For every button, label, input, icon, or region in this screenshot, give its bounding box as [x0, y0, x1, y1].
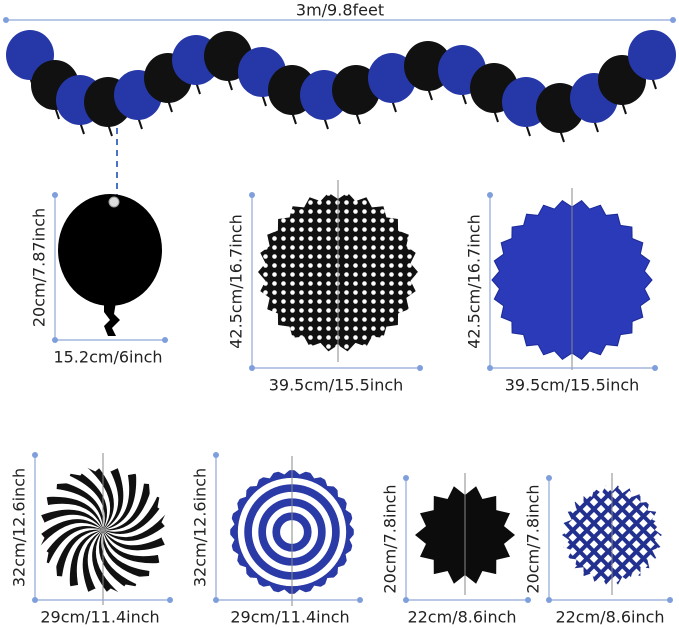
width-label: 15.2cm/6inch: [53, 348, 162, 367]
dimension: 42.5cm/16.7inch 39.5cm/15.5inch: [227, 192, 423, 395]
stripe: [82, 530, 103, 595]
height-label: 20cm/7.8inch: [381, 484, 400, 593]
dim-dot: [417, 365, 423, 371]
stripe: [69, 530, 103, 595]
paper-fan: [228, 456, 356, 606]
dim-dot: [487, 192, 493, 198]
dim-dot: [546, 475, 552, 481]
dimension: 20cm/7.8inch 22cm/8.6inch: [381, 475, 531, 627]
dim-dot: [249, 192, 255, 198]
stripe: [38, 509, 103, 530]
stripe: [38, 496, 103, 530]
height-label: 20cm/7.8inch: [524, 484, 543, 593]
dim-dot: [546, 597, 552, 603]
paper-fan: [562, 473, 662, 595]
balloon: [58, 194, 162, 306]
height-label: 42.5cm/16.7inch: [227, 214, 246, 349]
stripe: [103, 530, 168, 551]
dim-dot: [652, 365, 658, 371]
stripe: [38, 519, 103, 553]
paper-fan: [258, 180, 418, 362]
dim-dot: [213, 597, 219, 603]
height-label: 32cm/12.6inch: [10, 468, 29, 587]
stripe: [103, 465, 124, 530]
dimension: 20cm/7.87inch 15.2cm/6inch: [30, 192, 168, 367]
width-label: 22cm/8.6inch: [407, 608, 516, 627]
stripe: [103, 530, 168, 564]
stripe: [92, 530, 126, 595]
height-label: 20cm/7.87inch: [30, 208, 49, 327]
dim-dot: [167, 597, 173, 603]
dim-dot: [162, 337, 168, 343]
dimension: 32cm/12.6inch 29cm/11.4inch: [191, 452, 363, 627]
stripe: [80, 465, 114, 530]
items: 20cm/7.87inch 15.2cm/6inch 42.5cm/16.7inch…: [10, 180, 673, 627]
stripe: [103, 507, 168, 541]
garland: [6, 30, 676, 143]
dim-dot: [525, 597, 531, 603]
width-label: 29cm/11.4inch: [230, 608, 349, 627]
hanger: [108, 196, 120, 208]
paper-fan: [38, 453, 168, 605]
dimension: 42.5cm/16.7inch 39.5cm/15.5inch: [465, 192, 658, 395]
height-label: 42.5cm/16.7inch: [465, 214, 484, 349]
dim-dot: [52, 192, 58, 198]
balloon-tail: [104, 302, 120, 336]
dim-dot: [667, 597, 673, 603]
width-label: 22cm/8.6inch: [555, 608, 664, 627]
dim-dot: [32, 452, 38, 458]
dim-dot: [213, 452, 219, 458]
height-label: 32cm/12.6inch: [191, 468, 210, 587]
dim-dot: [357, 597, 363, 603]
paper-fan: [415, 473, 515, 595]
garland-length: 3m/9.8feet: [296, 1, 384, 20]
garland-dimension: 3m/9.8feet: [3, 1, 676, 23]
dimension: 32cm/12.6inch 29cm/11.4inch: [10, 452, 173, 627]
stripe: [103, 465, 137, 530]
dimension: 20cm/7.8inch 22cm/8.6inch: [524, 475, 673, 627]
dim-dot: [487, 365, 493, 371]
balloon: [332, 65, 380, 115]
balloon: [368, 53, 416, 103]
dim-dot: [32, 597, 38, 603]
balloon: [628, 30, 676, 80]
paper-fan: [491, 188, 653, 370]
dim-dot: [249, 365, 255, 371]
width-label: 29cm/11.4inch: [40, 608, 159, 627]
dim-dot: [403, 475, 409, 481]
dim-dot: [403, 597, 409, 603]
dim-dot: [52, 337, 58, 343]
width-label: 39.5cm/15.5inch: [269, 376, 404, 395]
width-label: 39.5cm/15.5inch: [505, 376, 640, 395]
